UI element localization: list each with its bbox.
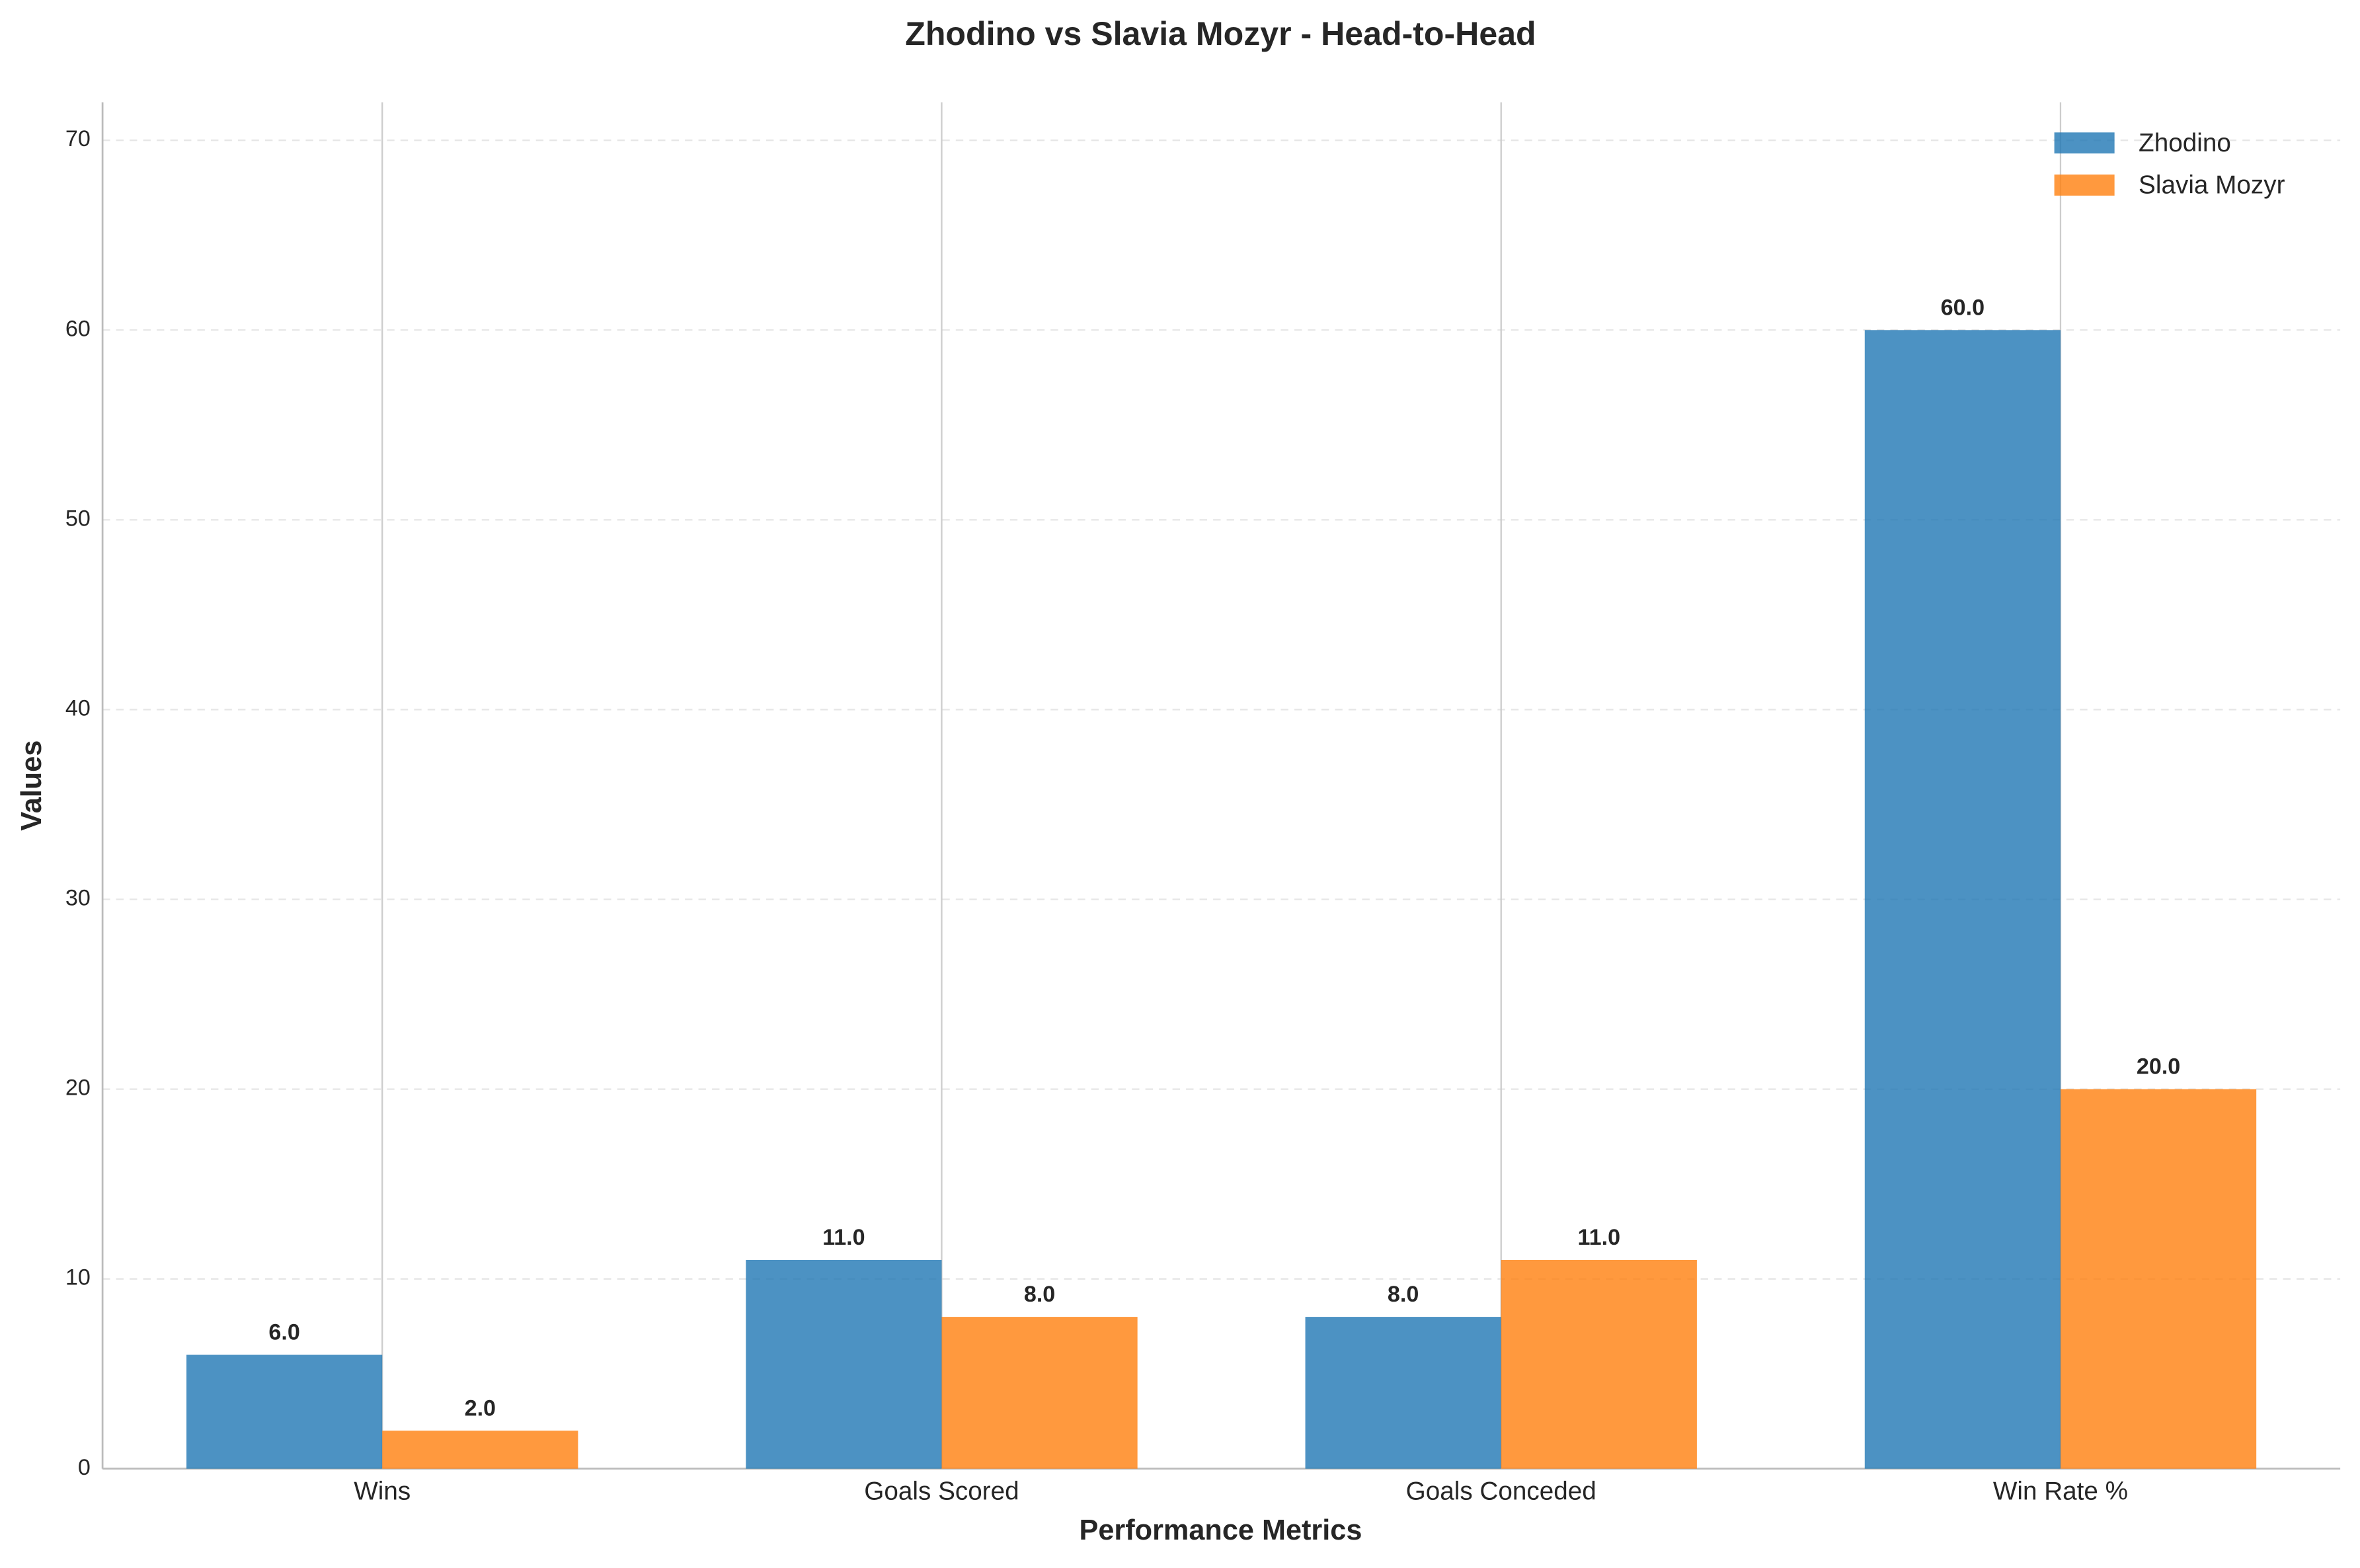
bar (746, 1259, 942, 1469)
value-label: 60.0 (1941, 295, 1985, 320)
x-tick-label: Win Rate % (1993, 1477, 2128, 1505)
value-label: 11.0 (1578, 1225, 1621, 1250)
bar (1305, 1317, 1501, 1469)
chart-title: Zhodino vs Slavia Mozyr - Head-to-Head (905, 15, 1536, 52)
legend-swatch (2054, 175, 2115, 196)
legend-label: Slavia Mozyr (2139, 171, 2285, 199)
value-label: 11.0 (822, 1225, 865, 1250)
x-axis-label: Performance Metrics (1080, 1514, 1362, 1546)
y-tick-label: 10 (65, 1265, 91, 1290)
y-tick-label: 30 (65, 886, 91, 911)
y-axis-label: Values (16, 740, 48, 831)
bar (382, 1431, 578, 1469)
y-tick-label: 0 (78, 1455, 91, 1480)
x-tick-label: Goals Conceded (1406, 1477, 1596, 1505)
bar (941, 1317, 1138, 1469)
value-label: 20.0 (2137, 1054, 2180, 1079)
y-tick-label: 70 (65, 126, 91, 151)
bar (1501, 1259, 1697, 1469)
bar (2060, 1089, 2257, 1469)
value-label: 2.0 (465, 1395, 496, 1421)
x-tick-label: Wins (354, 1477, 411, 1505)
value-label: 6.0 (268, 1320, 299, 1345)
y-tick-label: 40 (65, 695, 91, 721)
y-tick-label: 50 (65, 506, 91, 531)
x-tick-label: Goals Scored (864, 1477, 1019, 1505)
legend-label: Zhodino (2139, 129, 2231, 157)
value-label: 8.0 (1388, 1282, 1419, 1307)
y-tick-label: 20 (65, 1076, 91, 1101)
bar (1864, 330, 2061, 1469)
legend-swatch (2054, 132, 2115, 154)
value-label: 8.0 (1024, 1282, 1055, 1307)
bar (186, 1354, 383, 1469)
y-tick-label: 60 (65, 316, 91, 341)
